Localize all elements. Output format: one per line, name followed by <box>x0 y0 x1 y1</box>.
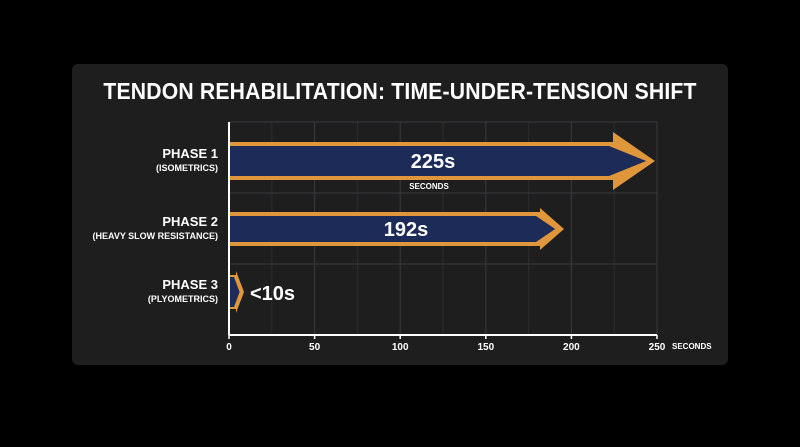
bars: 225s 192s <10s SECONDS <box>229 132 655 313</box>
category-labels: PHASE 1 (ISOMETRICS) PHASE 2 (HEAVY SLOW RE… <box>92 146 218 304</box>
x-tick-label: 250 <box>649 342 666 353</box>
category-label-1: PHASE 1 <box>162 146 218 161</box>
chart-title: TENDON REHABILITATION: TIME-UNDER-TENSIO… <box>103 78 697 104</box>
bar-3 <box>230 277 240 307</box>
bar-1-unit-note: SECONDS <box>409 182 449 191</box>
category-sublabel-3: (PLYOMETRICS) <box>148 294 218 304</box>
category-sublabel-2: (HEAVY SLOW RESISTANCE) <box>92 231 218 241</box>
value-label-2: 192s <box>384 219 429 241</box>
category-label-2: PHASE 2 <box>162 214 218 229</box>
x-tick-label: 100 <box>392 342 409 353</box>
category-sublabel-1: (ISOMETRICS) <box>156 163 218 173</box>
x-tick-label: 200 <box>563 342 580 353</box>
value-label-1: 225s <box>411 151 456 173</box>
bar-2 <box>230 216 556 242</box>
bar-1 <box>230 146 647 176</box>
x-tick-label: 0 <box>226 342 232 353</box>
x-tick-label: 50 <box>309 342 321 353</box>
x-axis-unit-label: SECONDS <box>672 342 712 351</box>
category-label-3: PHASE 3 <box>162 277 218 292</box>
x-tick-label: 150 <box>477 342 494 353</box>
x-axis: 0 50 100 150 200 250 SECONDS <box>226 122 712 353</box>
value-label-3: <10s <box>250 283 295 305</box>
